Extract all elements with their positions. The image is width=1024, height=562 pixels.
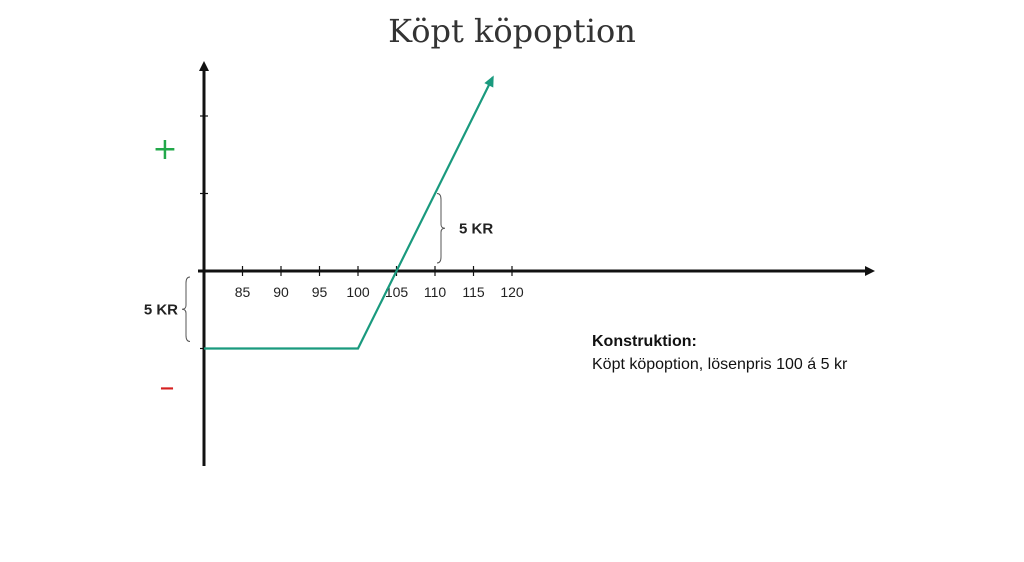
x-tick-label: 120	[500, 284, 524, 300]
x-tick-group: 85 90 95 100 105 110 115 120	[235, 266, 524, 300]
construction-description: Köpt köpoption, lösenpris 100 á 5 kr	[592, 356, 848, 373]
chart-title: Köpt köpoption	[388, 12, 636, 50]
construction-heading: Konstruktion:	[592, 333, 697, 350]
brace-left	[181, 276, 191, 342]
payoff-line	[204, 75, 494, 350]
brace-left-label: 5 KR	[144, 301, 178, 318]
x-tick-label: 95	[312, 284, 328, 300]
brace-right	[436, 193, 446, 264]
brace-right-label: 5 KR	[459, 220, 493, 237]
x-tick-label: 110	[424, 284, 447, 300]
x-tick-label: 115	[462, 284, 485, 300]
x-tick-label: 90	[273, 284, 289, 300]
x-tick-label: 105	[385, 284, 409, 300]
x-tick-label: 100	[346, 284, 370, 300]
positive-sign: +	[152, 132, 177, 167]
negative-sign: –	[160, 370, 175, 405]
x-tick-label: 85	[235, 284, 251, 300]
